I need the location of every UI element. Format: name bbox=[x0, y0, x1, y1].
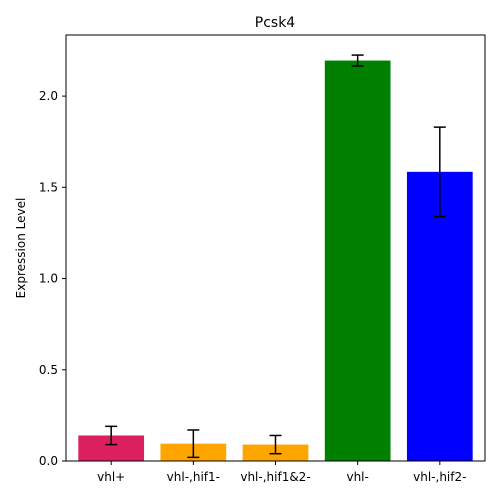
y-tick-label-2: 1.0 bbox=[39, 272, 58, 286]
y-tick-label-3: 1.5 bbox=[39, 180, 58, 194]
x-tick-label-3: vhl- bbox=[346, 470, 368, 484]
x-tick-label-2: vhl-,hif1&2- bbox=[240, 470, 310, 484]
chart-title: Pcsk4 bbox=[255, 15, 296, 31]
x-tick-label-1: vhl-,hif1- bbox=[167, 470, 220, 484]
y-axis-label: Expression Level bbox=[14, 198, 28, 299]
x-tick-label-0: vhl+ bbox=[97, 470, 125, 484]
x-tick-label-4: vhl-,hif2- bbox=[413, 470, 466, 484]
plot-area: vhl+ vhl-,hif1- vhl-,hif1&2- vhl-vhl-,hif2-… bbox=[39, 34, 486, 484]
bar-4 bbox=[406, 171, 473, 461]
bar-3 bbox=[324, 60, 391, 462]
y-tick-label-0: 0.0 bbox=[39, 454, 58, 468]
y-tick-label-4: 2.0 bbox=[39, 89, 58, 103]
plot-frame bbox=[65, 34, 486, 462]
y-tick-label-1: 0.5 bbox=[39, 363, 58, 377]
